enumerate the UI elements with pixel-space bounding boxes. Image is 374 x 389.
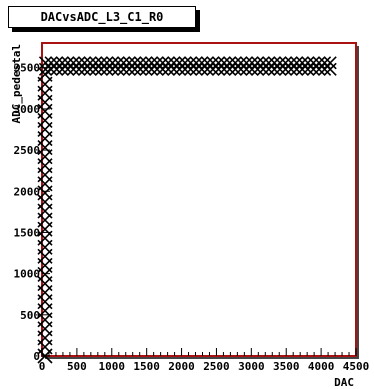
x-tick-label: 3000 [238,360,265,373]
axis-ticks: 0 500 1000 1500 2000 2500 3000 3500 4000 4500 0 500… [14,62,370,373]
x-tick-label: 3500 [273,360,300,373]
y-tick-label: 1000 [14,268,41,281]
plot-area [41,42,357,357]
data-point [323,56,337,70]
x-tick-label: 2000 [168,360,195,373]
y-tick-label: 500 [20,309,40,322]
scatter-marks [37,56,337,364]
y-tick-label: 2500 [14,144,41,157]
title-box [8,6,196,28]
x-tick-label: 500 [67,360,87,373]
y-axis-label: ADC_pedestal [10,44,23,123]
y-tick-label: 0 [33,350,40,363]
x-tick-label: 1000 [99,360,126,373]
frame-shadow-right [356,46,359,359]
x-tick-label: 0 [39,360,46,373]
data-point [323,62,337,76]
chart-title: DACvsADC_L3_C1_R0 [40,10,164,24]
y-tick-label: 1500 [14,226,41,239]
frame-shadow-bottom [45,356,359,359]
x-tick-label: 4500 [343,360,370,373]
x-axis-label: DAC [334,376,354,389]
y-tick-label: 3500 [14,62,41,75]
y-tick-label: 3000 [14,103,41,116]
x-tick-label: 2500 [203,360,230,373]
y-tick-label: 2000 [14,185,41,198]
x-tick-label: 1500 [133,360,160,373]
plot-frame [41,42,359,359]
x-tick-label: 4000 [308,360,335,373]
